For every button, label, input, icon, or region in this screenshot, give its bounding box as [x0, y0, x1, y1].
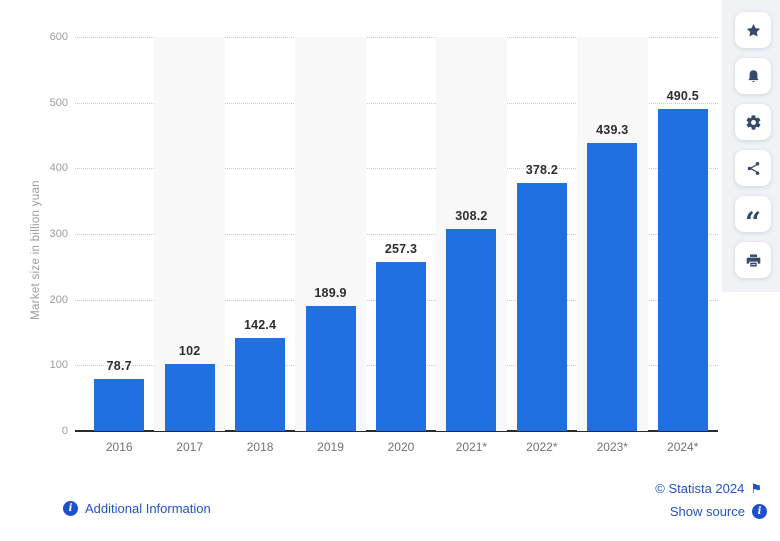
y-axis-tick-label: 300 [49, 228, 68, 240]
y-axis-tick-label: 500 [49, 96, 68, 109]
x-axis-tick-label: 2023* [596, 440, 628, 454]
bell-icon [745, 68, 762, 85]
chart-column: 102 2017 [154, 37, 225, 454]
gridline [75, 234, 718, 235]
print-icon [745, 252, 762, 269]
settings-button[interactable] [735, 104, 771, 140]
plot-area: 78.7 2016 102 2017 142.4 2018 189.9 2019 257.3 20… [84, 37, 718, 454]
x-axis-line [75, 430, 718, 432]
x-axis-tick-label: 2024* [667, 440, 699, 454]
additional-information-link[interactable]: i Additional Information [63, 501, 211, 516]
bar-value-label: 189.9 [314, 286, 347, 301]
bar-value-label: 142.4 [243, 317, 277, 332]
chart-column: 142.4 2018 [225, 37, 295, 454]
bar-2016[interactable] [94, 379, 145, 431]
copyright: © Statista 2024 ⚑ [655, 481, 762, 496]
copyright-label: © Statista 2024 [655, 481, 745, 496]
x-axis-tick-label: 2020 [387, 440, 415, 454]
bar-value-label: 257.3 [384, 242, 418, 256]
gridline [75, 102, 718, 104]
bar-2024*[interactable] [657, 108, 708, 431]
chart-column: 189.9 2019 [295, 37, 366, 454]
bar-chart: Market size in billion yuan 0 100 200 300 40… [30, 31, 718, 454]
info-icon: i [752, 504, 767, 519]
chart-column: 257.3 2020 [366, 37, 436, 454]
x-axis-tick-label: 2018 [246, 440, 274, 454]
bar-value-label: 378.2 [525, 162, 558, 177]
x-axis-tick-label: 2016 [105, 440, 133, 454]
chart-column: 78.7 2016 [84, 37, 154, 454]
show-source-label: Show source [669, 504, 745, 519]
gear-icon [745, 114, 762, 131]
share-icon [745, 160, 762, 177]
x-axis-tick-label: 2017 [176, 440, 203, 454]
bar-value-label: 102 [178, 344, 201, 358]
info-icon: i [63, 501, 78, 516]
bar-value-label: 439.3 [596, 122, 629, 137]
bar-2023*[interactable] [587, 142, 638, 431]
cite-button[interactable]: “ [735, 196, 771, 237]
bar-2020[interactable] [375, 262, 426, 431]
y-axis-tick-label: 0 [61, 425, 68, 437]
bar-2017[interactable] [164, 364, 215, 431]
bar-value-label: 308.2 [455, 208, 488, 223]
x-axis-tick-label: 2021* [455, 440, 488, 454]
bar-2018[interactable] [235, 337, 286, 431]
y-axis-tick-label: 400 [49, 162, 68, 175]
bar-value-label: 490.5 [666, 88, 699, 103]
bar-value-label: 78.7 [106, 359, 132, 374]
favorite-button[interactable] [735, 12, 771, 48]
alert-button[interactable] [735, 58, 771, 94]
star-icon [745, 22, 762, 39]
x-axis-tick-label: 2022* [526, 440, 558, 454]
x-axis-tick-label: 2019 [317, 440, 344, 454]
show-source-link[interactable]: Show source i [670, 504, 767, 519]
bar-2022*[interactable] [516, 182, 567, 431]
chart-column: 439.3 2023* [577, 37, 648, 454]
chart-column: 308.2 2021* [436, 37, 507, 454]
gridline [75, 168, 718, 170]
chart-column: 490.5 2024* [648, 37, 718, 454]
action-rail: “ [735, 12, 771, 278]
y-axis-tick-label: 100 [49, 359, 68, 372]
bar-2019[interactable] [305, 306, 356, 431]
y-axis-tick-label: 600 [49, 31, 68, 43]
share-button[interactable] [735, 150, 771, 186]
flag-icon[interactable]: ⚑ [750, 481, 762, 496]
chart-column: 378.2 2022* [507, 37, 577, 454]
y-axis-tick-label: 200 [49, 293, 68, 306]
additional-information-label: Additional Information [85, 501, 211, 516]
gridline [75, 37, 718, 38]
bar-2021*[interactable] [446, 228, 497, 431]
print-button[interactable] [735, 242, 771, 278]
